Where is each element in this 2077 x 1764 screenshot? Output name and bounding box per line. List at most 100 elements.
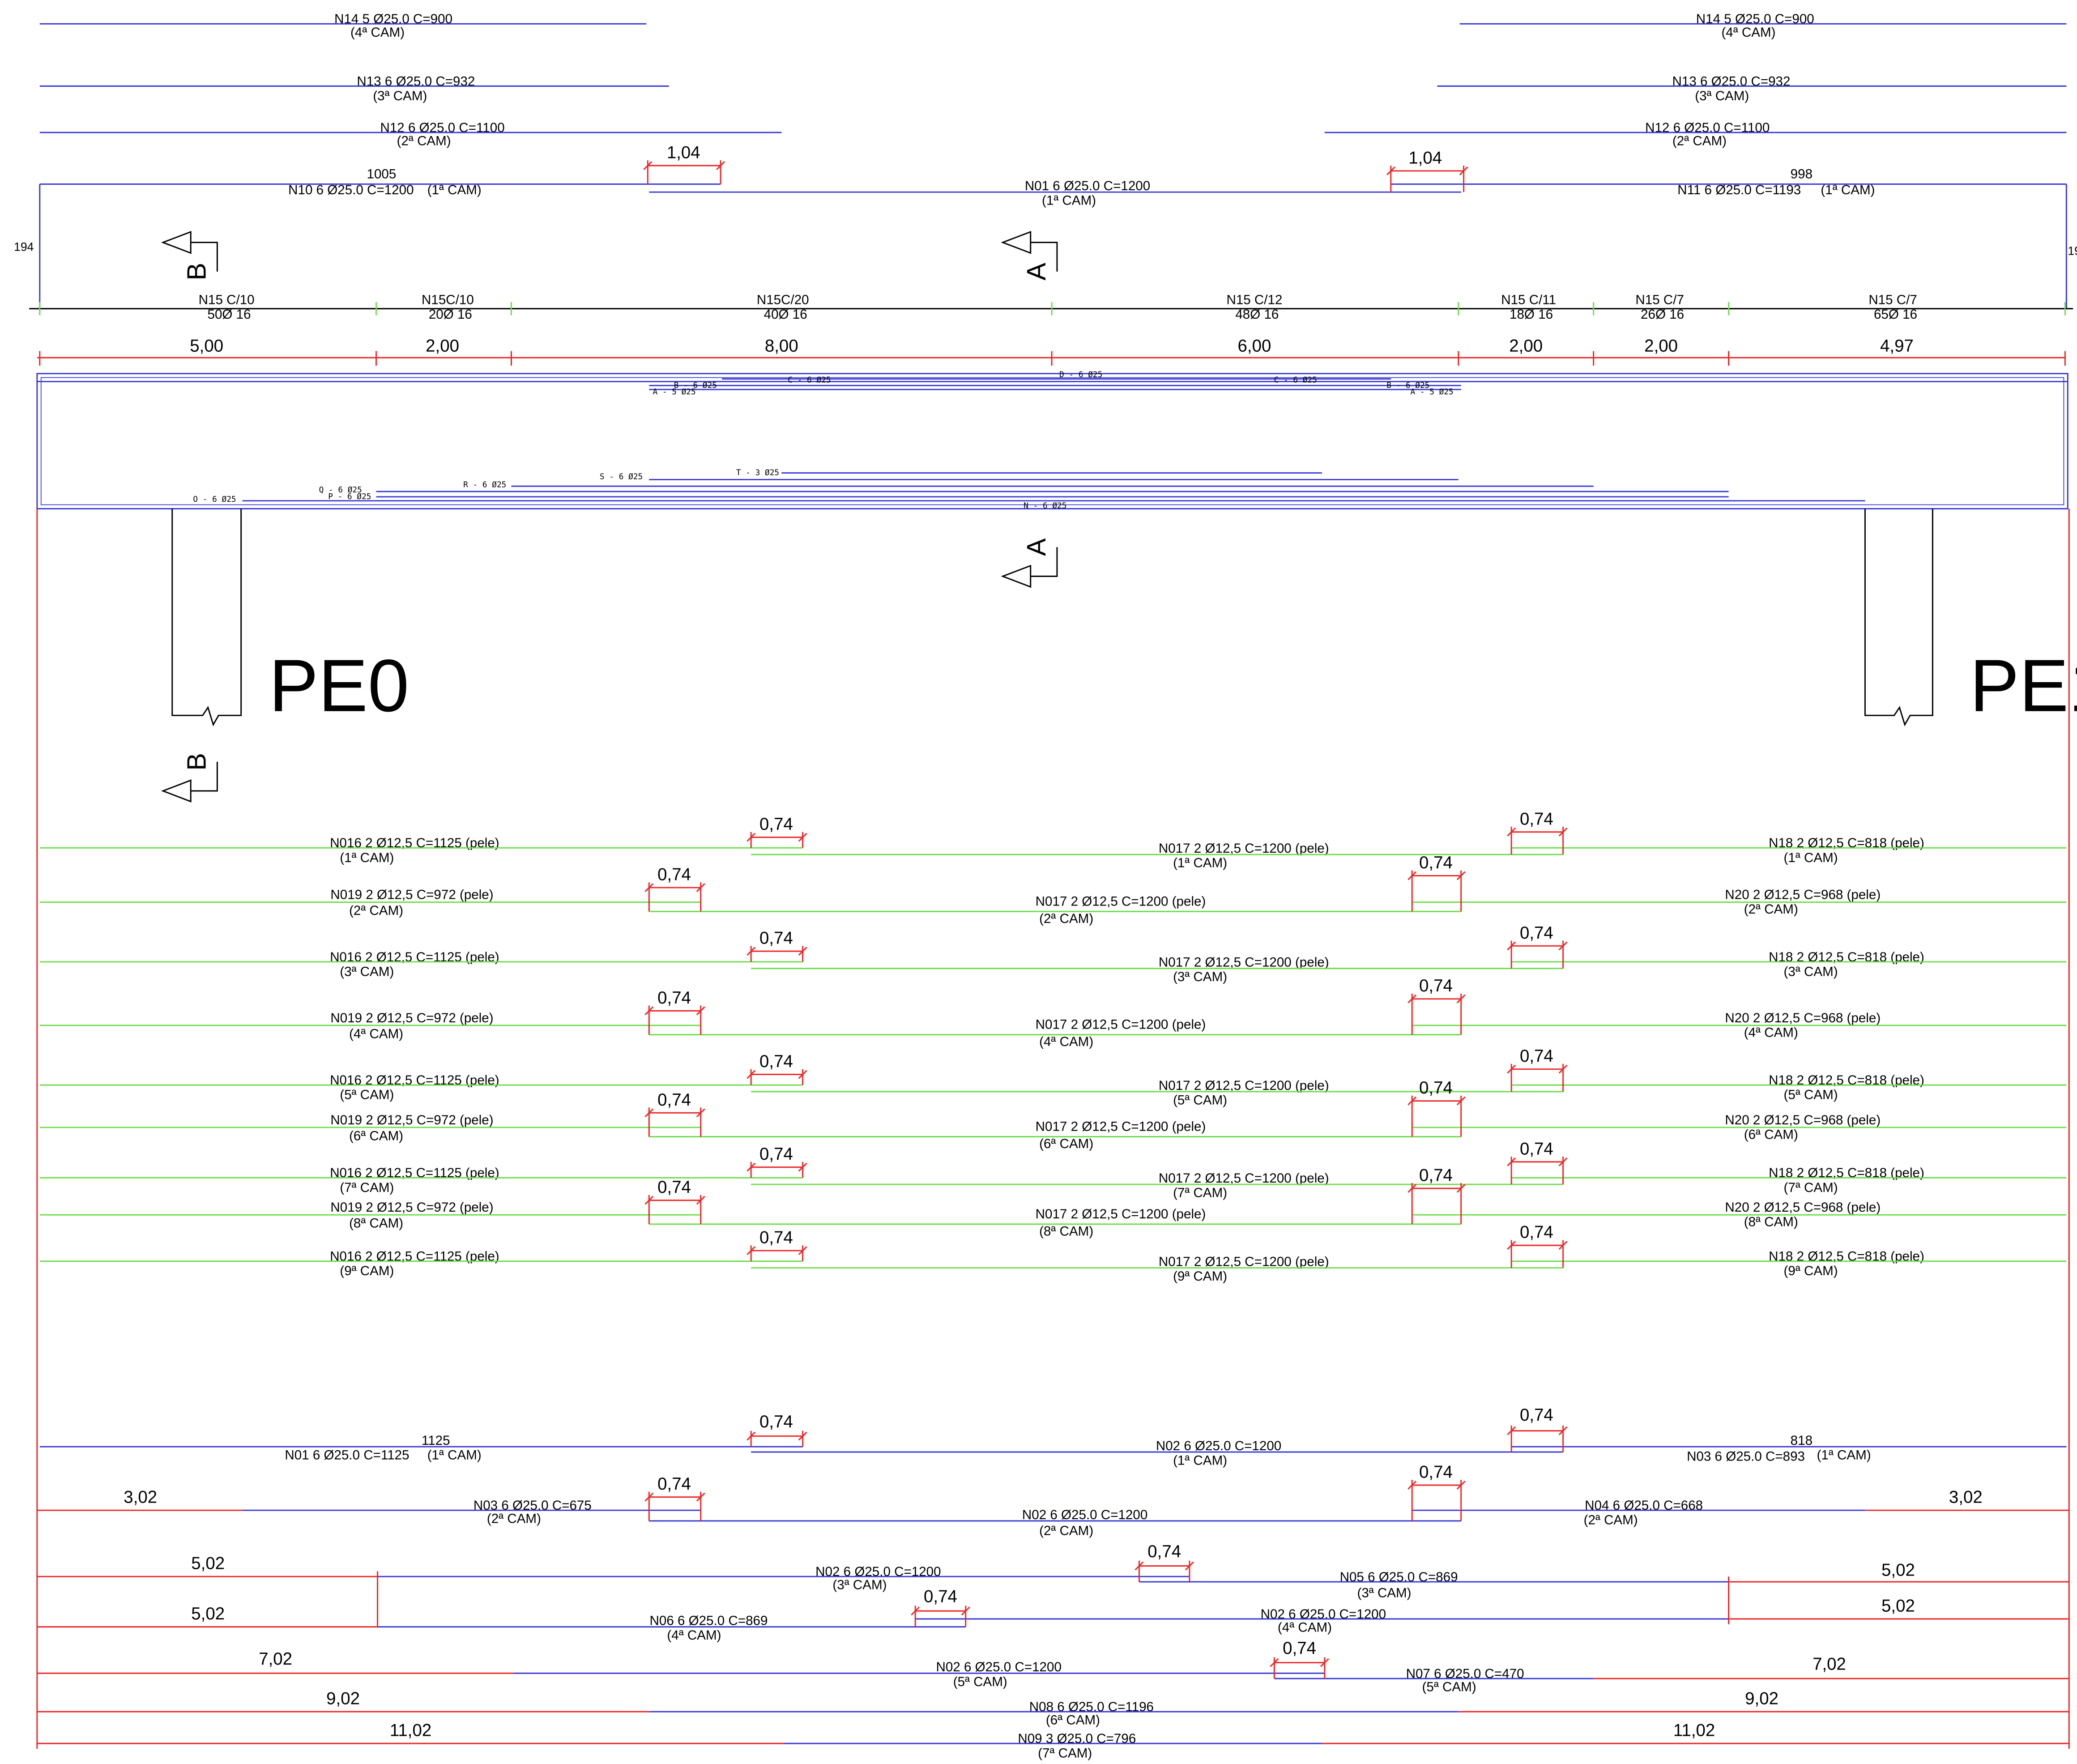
label: (6ª CAM)	[1039, 1136, 1093, 1151]
label: (5ª CAM)	[1173, 1093, 1227, 1107]
label: (1ª CAM)	[1821, 183, 1875, 197]
label: B	[182, 753, 212, 770]
label: (1ª CAM)	[1173, 1453, 1227, 1468]
label: N019 2 Ø12,5 C=972 (pele)	[330, 1113, 493, 1128]
label: N20 2 Ø12,5 C=968 (pele)	[1725, 1011, 1881, 1025]
dimension-tick	[746, 1431, 756, 1441]
label: N11 6 Ø25.0 C=1193	[1677, 183, 1801, 197]
label: N03 6 Ø25.0 C=893	[1687, 1449, 1805, 1464]
label: N017 2 Ø12,5 C=1200 (pele)	[1159, 1171, 1329, 1186]
dimension-tick	[1456, 1184, 1466, 1193]
label: 2,00	[1509, 337, 1543, 356]
label: 0,74	[1419, 1166, 1453, 1185]
dimension-tick	[798, 947, 807, 956]
dimension-tick	[1507, 1157, 1516, 1166]
label: N15 C/7	[1868, 293, 1917, 308]
label: 65Ø 16	[1874, 307, 1917, 322]
label: 1125	[422, 1433, 450, 1448]
label: N15C/20	[757, 293, 809, 308]
label: 0,74	[1419, 853, 1453, 872]
dimension-tick	[1558, 1426, 1568, 1435]
label: P - 6 Ø25	[328, 492, 371, 501]
dimension-tick	[1270, 1658, 1279, 1667]
label: (5ª CAM)	[340, 1088, 394, 1102]
section-bracket	[191, 761, 218, 792]
dimension-tick	[1407, 871, 1417, 880]
label: (2ª CAM)	[1039, 911, 1093, 926]
label: (1ª CAM)	[1173, 856, 1227, 871]
label: 48Ø 16	[1235, 307, 1279, 322]
label: 5,02	[191, 1554, 225, 1573]
label: (4ª CAM)	[1721, 25, 1775, 40]
label: 11,02	[1673, 1721, 1715, 1740]
label: 2,00	[426, 337, 459, 356]
label: 1005	[367, 167, 397, 182]
label: (1ª CAM)	[1817, 1448, 1871, 1463]
beam-outline	[36, 373, 2068, 510]
label: N01 6 Ø25.0 C=1125	[285, 1448, 409, 1463]
section-bracket	[191, 242, 218, 272]
dimension-tick	[644, 1492, 654, 1502]
label: N017 2 Ø12,5 C=1200 (pele)	[1036, 1119, 1206, 1134]
dimension-tick	[1507, 827, 1516, 837]
label: (7ª CAM)	[1038, 1746, 1092, 1761]
label: O - 6 Ø25	[193, 495, 236, 504]
dimension-tick	[696, 883, 705, 893]
label: 0,74	[1283, 1639, 1316, 1658]
label: 5,00	[190, 337, 223, 356]
label: (1ª CAM)	[427, 183, 482, 197]
label: 9,02	[1745, 1689, 1778, 1708]
label: N20 2 Ø12,5 C=968 (pele)	[1725, 888, 1881, 902]
label: (5ª CAM)	[953, 1674, 1007, 1689]
label: 194	[14, 240, 34, 254]
dimension-tick	[1407, 1481, 1417, 1490]
label: (8ª CAM)	[349, 1216, 403, 1231]
label: (4ª CAM)	[350, 25, 405, 40]
dimension-tick	[1456, 994, 1466, 1004]
label: 0,74	[657, 1474, 691, 1494]
label: (6ª CAM)	[1744, 1127, 1798, 1142]
dimension-tick	[798, 1431, 807, 1441]
label: 0,74	[1419, 976, 1453, 995]
label: 5,02	[191, 1604, 225, 1623]
label: (3ª CAM)	[1784, 964, 1838, 979]
dimension-tick	[1407, 1096, 1417, 1106]
label: N017 2 Ø12,5 C=1200 (pele)	[1036, 894, 1206, 909]
label: 20Ø 16	[429, 307, 472, 322]
label: N20 2 Ø12,5 C=968 (pele)	[1725, 1200, 1881, 1215]
label: 9,02	[326, 1689, 360, 1708]
label: 0,74	[1520, 1139, 1553, 1158]
label: (8ª CAM)	[1744, 1215, 1798, 1230]
dimension-tick	[1507, 1241, 1516, 1250]
label: 5,02	[1881, 1596, 1915, 1615]
label: 6,00	[1238, 337, 1271, 356]
dimension-tick	[1456, 871, 1466, 880]
dimension-tick	[746, 1162, 756, 1172]
dimension-tick	[1407, 994, 1417, 1004]
label: N20 2 Ø12,5 C=968 (pele)	[1725, 1113, 1881, 1128]
dimension-tick	[644, 1006, 654, 1016]
label: B - 6 Ø25	[1386, 381, 1429, 390]
label: 0,74	[1520, 809, 1553, 829]
label: (2ª CAM)	[1744, 902, 1798, 917]
label: N017 2 Ø12,5 C=1200 (pele)	[1159, 1255, 1329, 1269]
label: N017 2 Ø12,5 C=1200 (pele)	[1159, 955, 1329, 970]
label: A - 5 Ø25	[653, 388, 695, 397]
dimension-tick	[1507, 1426, 1516, 1435]
label: (2ª CAM)	[1584, 1513, 1638, 1528]
label: N15C/10	[422, 293, 474, 308]
label: 0,74	[759, 815, 793, 834]
section-bracket	[1030, 547, 1058, 577]
label: (2ª CAM)	[1039, 1523, 1093, 1538]
label: 1,04	[667, 143, 700, 162]
dimension-tick	[716, 161, 725, 170]
label: 0,74	[1520, 1223, 1553, 1242]
label: (3ª CAM)	[832, 1578, 887, 1593]
label: (3ª CAM)	[340, 964, 394, 979]
label: A - 5 Ø25	[1410, 388, 1453, 397]
dimension-tick	[1558, 1064, 1568, 1074]
dimension-tick	[1386, 166, 1395, 175]
label: (6ª CAM)	[1046, 1713, 1100, 1728]
